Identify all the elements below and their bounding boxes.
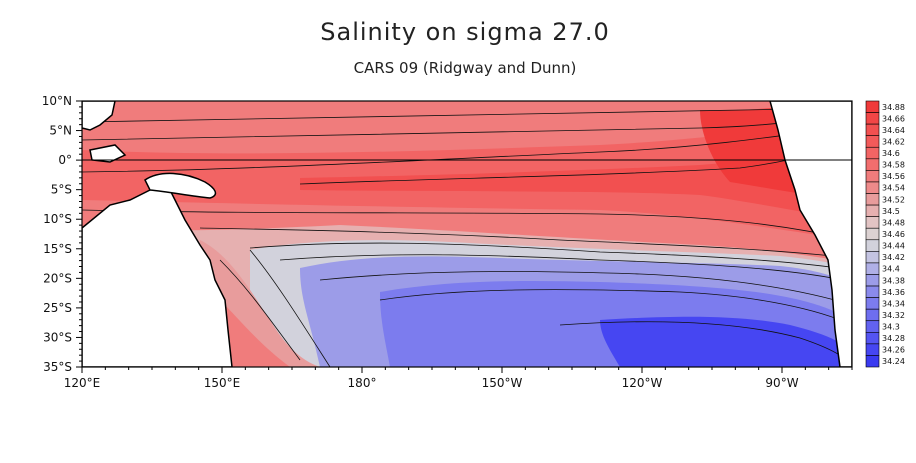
x-axis: 120°E 150°E 180° 150°W 120°W 90°W xyxy=(64,367,853,390)
colorbar-swatch xyxy=(865,112,880,125)
colorbar-label: 34.44 xyxy=(882,242,905,251)
indonesia-islands-land xyxy=(89,144,127,163)
plot-area xyxy=(82,101,852,367)
colorbar: 34.88 34.66 34.64 34.62 34.6 34.58 34.56 34.54 3… xyxy=(865,100,905,368)
plot-frame xyxy=(81,100,853,368)
field-band-southwest-red xyxy=(220,300,290,367)
colorbar-swatch xyxy=(865,181,880,194)
colorbar-label: 34.6 xyxy=(882,149,900,158)
x-tick-label: 150°W xyxy=(482,376,523,390)
colorbar-label: 34.36 xyxy=(882,288,905,297)
colorbar-swatch xyxy=(865,158,880,171)
colorbar-swatch xyxy=(865,285,880,298)
colorbar-label: 34.66 xyxy=(882,114,905,123)
x-tick-label: 180° xyxy=(348,376,377,390)
colorbar-swatch xyxy=(865,320,880,333)
y-axis: 10°N 5°N 0° 5°S 10°S 15°S 20°S 25°S 30°S 35°S xyxy=(42,94,82,374)
colorbar-swatch xyxy=(865,308,880,322)
colorbar-swatch xyxy=(865,123,880,136)
y-tick-label: 30°S xyxy=(43,330,72,344)
colorbar-label: 34.26 xyxy=(882,346,905,355)
colorbar-label: 34.54 xyxy=(882,184,905,193)
new-guinea-land xyxy=(144,172,217,199)
colorbar-swatch xyxy=(865,251,880,264)
chart-title: Salinity on sigma 27.0 xyxy=(320,18,609,46)
x-tick-label: 90°W xyxy=(765,376,798,390)
x-tick-label: 120°W xyxy=(622,376,663,390)
field-band-min xyxy=(600,316,852,367)
colorbar-label: 34.28 xyxy=(882,334,905,343)
colorbar-label: 34.42 xyxy=(882,253,905,262)
colorbar-swatch xyxy=(865,262,880,275)
y-tick-label: 10°S xyxy=(43,212,72,226)
colorbar-swatch xyxy=(865,239,880,252)
landmasses xyxy=(82,101,852,367)
colorbar-label: 34.4 xyxy=(882,265,900,274)
australia-land xyxy=(82,178,233,367)
y-tick-label: 25°S xyxy=(43,301,72,315)
y-tick-label: 15°S xyxy=(43,242,72,256)
colorbar-label: 34.24 xyxy=(882,357,905,366)
y-tick-label: 20°S xyxy=(43,271,72,285)
colorbar-swatch xyxy=(865,204,880,217)
chart-subtitle: CARS 09 (Ridgway and Dunn) xyxy=(354,59,577,77)
colorbar-swatch xyxy=(865,216,880,229)
colorbar-label: 34.38 xyxy=(882,276,905,285)
colorbar-label: 34.56 xyxy=(882,172,905,181)
colorbar-swatch xyxy=(865,146,880,160)
colorbar-label: 34.46 xyxy=(882,230,905,239)
colorbar-label: 34.3 xyxy=(882,323,900,332)
y-tick-label: 35°S xyxy=(43,360,72,374)
colorbar-label: 34.34 xyxy=(882,299,905,308)
colorbar-swatch xyxy=(865,170,880,183)
colorbar-label: 34.64 xyxy=(882,126,905,135)
colorbar-label: 34.48 xyxy=(882,218,905,227)
colorbar-label: 34.52 xyxy=(882,195,905,204)
colorbar-swatch xyxy=(865,193,880,206)
maritime-continent-land xyxy=(82,101,116,131)
y-tick-label: 5°N xyxy=(49,124,72,138)
colorbar-label: 34.58 xyxy=(882,161,905,170)
y-tick-label: 5°S xyxy=(51,183,72,197)
colorbar-swatch xyxy=(865,274,880,287)
colorbar-label: 34.5 xyxy=(882,207,900,216)
x-tick-label: 120°E xyxy=(64,376,101,390)
colorbar-swatch xyxy=(865,332,880,345)
colorbar-swatch xyxy=(865,343,880,356)
colorbar-swatch xyxy=(865,100,880,113)
colorbar-swatch xyxy=(865,227,880,241)
y-tick-label: 0° xyxy=(58,153,72,167)
x-tick-label: 150°E xyxy=(204,376,241,390)
colorbar-swatch xyxy=(865,297,880,310)
colorbar-label: 34.62 xyxy=(882,137,905,146)
colorbar-label: 34.32 xyxy=(882,311,905,320)
colorbar-label: 34.88 xyxy=(882,103,905,112)
y-tick-label: 10°N xyxy=(42,94,72,108)
colorbar-swatch xyxy=(865,355,880,368)
colorbar-swatch xyxy=(865,135,880,148)
